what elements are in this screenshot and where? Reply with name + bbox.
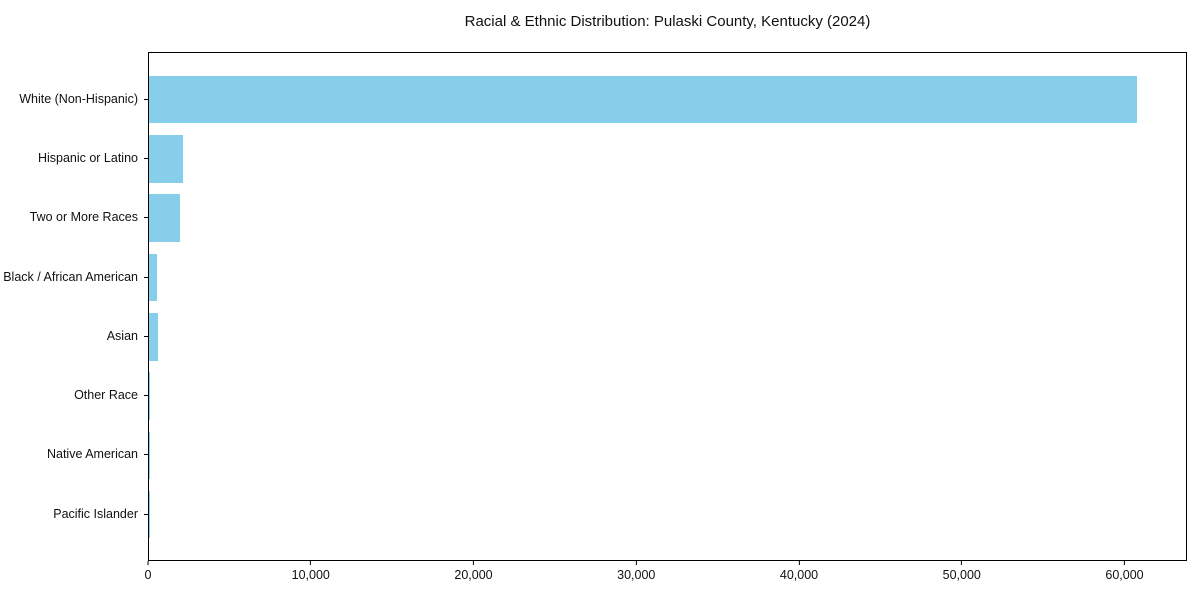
y-tick-label: Black / African American [3,269,138,284]
bar [149,75,1137,124]
bar [149,313,158,361]
x-tick-mark [147,561,149,565]
x-tick-mark [635,561,637,565]
x-tick-label: 60,000 [1105,568,1144,582]
y-tick-row: Black / African American [0,247,148,306]
x-axis: 0 10,000 20,000 30,000 40,000 50,000 60,… [144,561,1187,591]
x-tick-mark [798,561,800,565]
bar-row [149,307,1186,366]
y-tick-row: White (Non-Hispanic) [0,69,148,128]
plot-area [148,52,1187,561]
y-tick-mark [144,157,148,159]
y-tick-label: Native American [46,447,138,462]
x-tick: 0 [144,561,152,582]
bar-rows [149,70,1186,544]
y-tick-row: Other Race [0,365,148,424]
y-tick-mark [144,276,148,278]
bar-row [149,485,1186,544]
x-tick-mark [310,561,312,565]
bar [149,431,150,480]
y-tick-row: Pacific Islander [0,484,148,543]
y-tick-label: White (Non-Hispanic) [19,91,138,106]
y-tick-mark [144,395,148,397]
chart-title: Racial & Ethnic Distribution: Pulaski Co… [464,13,871,30]
y-tick-label: Hispanic or Latino [37,150,138,165]
bar [149,372,151,420]
x-tick-label: 40,000 [779,568,819,582]
x-tick-label: 10,000 [291,568,330,582]
y-tick-mark [144,98,148,100]
y-tick-label: Pacific Islander [53,506,138,521]
x-tick-mark [472,561,474,565]
y-tick-mark [144,513,148,515]
y-tick-mark [144,454,148,456]
x-tick: 30,000 [617,561,655,582]
y-tick-label: Asian [106,328,138,343]
y-tick-mark [144,335,148,337]
bar [149,194,180,242]
y-tick-mark [144,217,148,219]
y-tick-row: Asian [0,306,148,365]
x-tick: 60,000 [1105,561,1144,582]
bar-row [149,129,1186,188]
x-tick-mark [961,561,963,565]
bar-row [149,248,1186,307]
y-tick-row: Hispanic or Latino [0,128,148,187]
x-tick: 40,000 [780,561,818,582]
bar-row [149,189,1186,248]
y-tick-row: Native American [0,425,148,484]
bar-row [149,366,1186,425]
x-tick-label: 20,000 [454,568,493,582]
x-tick-mark [1123,561,1125,565]
x-tick: 20,000 [454,561,493,582]
y-tick-label: Two or More Races [29,210,138,225]
bar [149,135,184,183]
x-tick-label: 0 [144,568,152,582]
y-axis-labels: White (Non-Hispanic) Hispanic or Latino … [0,69,148,543]
x-tick-label: 50,000 [942,568,981,582]
y-tick-row: Two or More Races [0,188,148,247]
bar-row [149,426,1186,485]
bar [149,253,158,302]
x-tick: 50,000 [943,561,981,582]
bar-row [149,70,1186,129]
y-tick-label: Other Race [74,388,138,403]
x-tick-label: 30,000 [617,568,656,582]
x-tick: 10,000 [292,561,330,582]
